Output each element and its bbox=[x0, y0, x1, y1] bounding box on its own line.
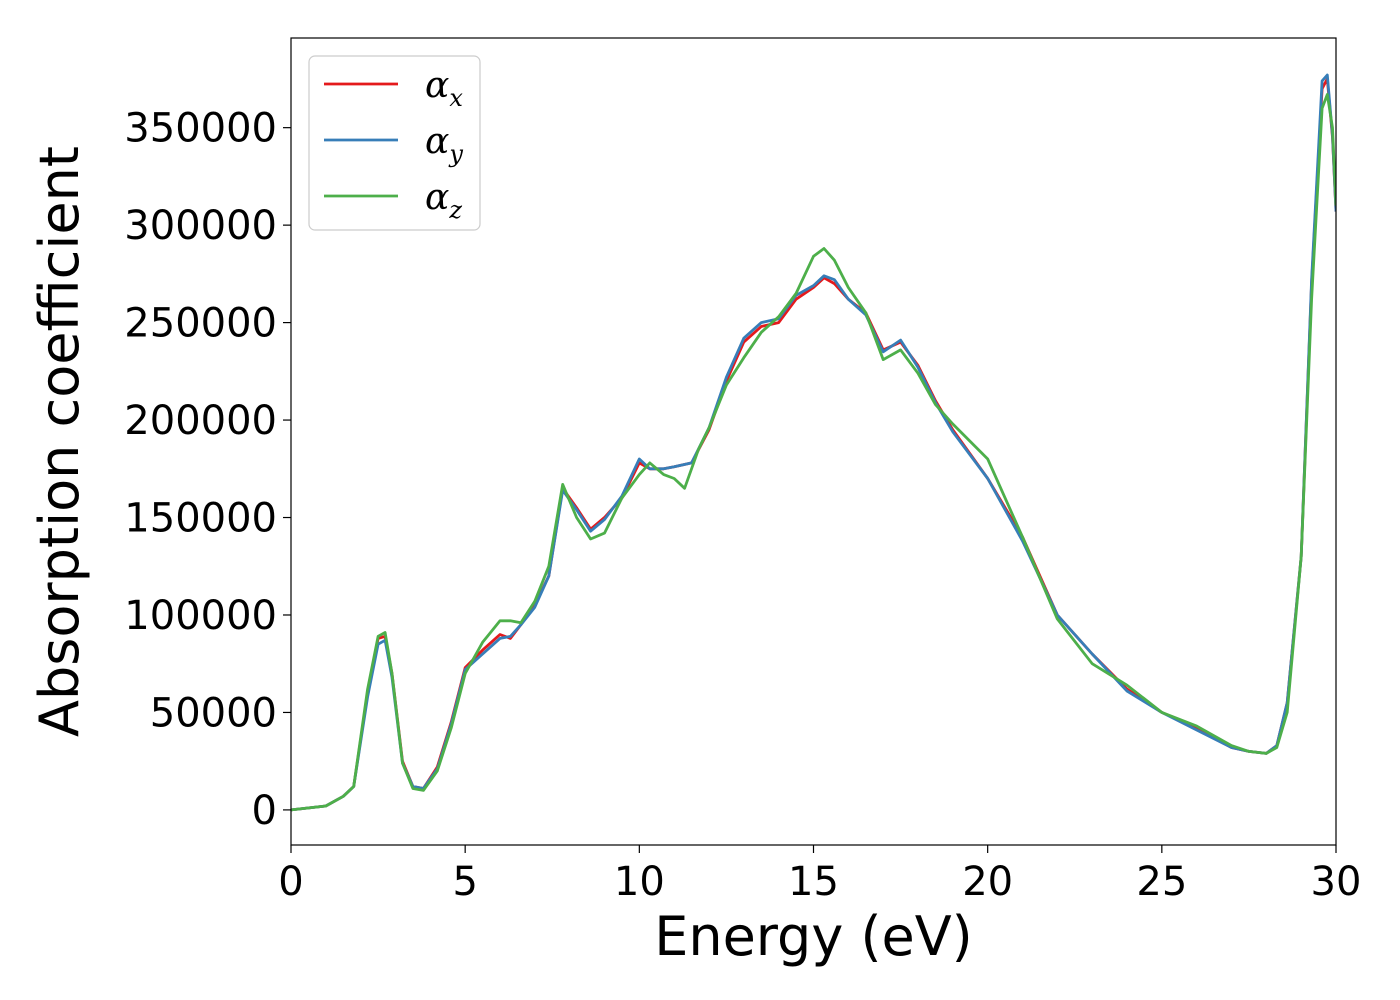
legend-box bbox=[308, 55, 481, 231]
y-tick-label: 50000 bbox=[150, 690, 277, 736]
plot-group: 0 5 10 15 20 25 30 0 50000 100000 150000 200000 2500… bbox=[28, 37, 1362, 968]
x-tick-label: 30 bbox=[1311, 859, 1362, 905]
legend-label-subscript: y bbox=[448, 140, 463, 168]
y-tick-label: 150000 bbox=[124, 496, 277, 542]
legend-label-base: α bbox=[425, 65, 449, 106]
x-axis-title: Energy (eV) bbox=[654, 905, 973, 968]
x-tick-label: 15 bbox=[788, 859, 839, 905]
x-tick-label: 10 bbox=[614, 859, 665, 905]
x-tick-label: 5 bbox=[452, 859, 477, 905]
legend-label-z: αz bbox=[425, 177, 462, 224]
x-tick-label: 0 bbox=[278, 859, 303, 905]
y-tick-label: 250000 bbox=[124, 301, 277, 347]
legend-label-subscript: z bbox=[448, 196, 462, 224]
x-tick-label: 25 bbox=[1136, 859, 1187, 905]
legend-label-base: α bbox=[425, 177, 449, 218]
y-tick-label: 300000 bbox=[124, 203, 277, 249]
y-axis-title: Absorption coefficient bbox=[28, 146, 91, 737]
series-line-z bbox=[291, 93, 1336, 812]
y-tick-label: 0 bbox=[252, 788, 277, 834]
legend-label-y: αy bbox=[425, 121, 463, 168]
y-tick-label: 350000 bbox=[124, 106, 277, 152]
legend-label-base: α bbox=[425, 121, 449, 162]
x-tick-label: 20 bbox=[962, 859, 1013, 905]
legend-label-subscript: x bbox=[449, 84, 463, 112]
y-tick-label: 100000 bbox=[124, 593, 277, 639]
legend-label-x: αx bbox=[425, 65, 463, 112]
y-tick-label: 200000 bbox=[124, 398, 277, 444]
